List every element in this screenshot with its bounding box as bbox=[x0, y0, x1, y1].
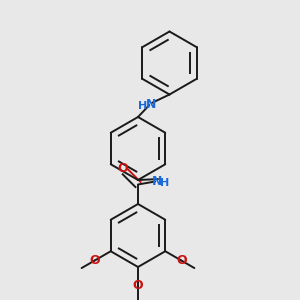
Text: H: H bbox=[138, 101, 147, 111]
Text: N: N bbox=[146, 98, 156, 111]
Text: N: N bbox=[152, 175, 162, 188]
Text: O: O bbox=[118, 162, 128, 175]
Text: H: H bbox=[160, 178, 169, 188]
Text: O: O bbox=[89, 254, 100, 267]
Text: O: O bbox=[176, 254, 187, 267]
Text: O: O bbox=[133, 279, 143, 292]
